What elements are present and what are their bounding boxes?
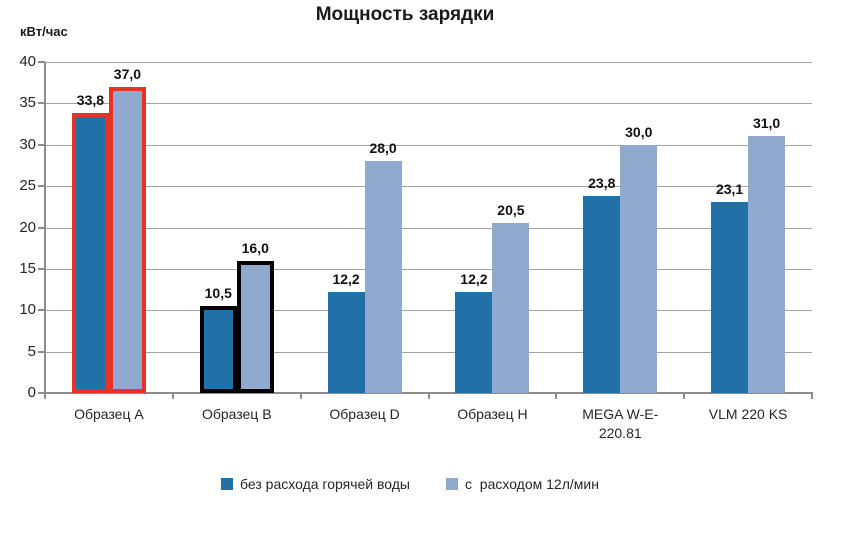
bar-series2-cat1	[236, 260, 274, 393]
y-axis-tick-label: 20	[19, 218, 36, 236]
y-axis-tick-label: 0	[27, 384, 36, 401]
gridline	[45, 186, 812, 188]
y-axis-tick-label: 40	[19, 53, 36, 70]
bar-value-label: 10,5	[204, 285, 232, 302]
y-axis-tick-label: 15	[19, 259, 36, 277]
x-axis-category-label: Образец H	[457, 406, 528, 422]
y-axis-tick-mark	[38, 350, 45, 353]
y-axis-tick-label: 30	[19, 135, 36, 153]
bar-value-label: 20,5	[497, 202, 525, 219]
bar-value-label: 33,8	[76, 92, 105, 109]
bar-series1-cat4	[583, 196, 621, 393]
y-axis-tick-label: 25	[19, 177, 36, 195]
y-axis-tick-mark	[38, 267, 45, 270]
gridline	[45, 144, 812, 146]
x-axis-category-label: Образец B	[201, 406, 272, 422]
x-axis-category-label: VLM 220 KS	[708, 406, 788, 422]
bar-series2-cat4	[620, 144, 658, 393]
x-axis-tick-mark	[811, 393, 813, 399]
y-axis-unit-label: кВт/час	[20, 24, 68, 39]
bar-value-label: 31,0	[752, 115, 781, 132]
bar-value-label: 23,1	[715, 180, 744, 197]
legend-swatch-icon	[221, 478, 234, 490]
bar-value-label: 23,8	[588, 175, 616, 192]
x-axis-tick-mark	[299, 393, 302, 399]
legend-label: без расхода горячей воды	[240, 476, 410, 492]
bar-value-label: 37,0	[113, 65, 142, 82]
bar-series1-cat0	[71, 113, 109, 393]
chart-title: Мощность зарядки	[315, 4, 495, 25]
bar-series1-cat2	[327, 292, 365, 393]
x-axis-tick-mark	[427, 393, 430, 399]
legend-item-1: без расхода горячей воды	[221, 476, 410, 492]
bar-series2-cat0	[108, 86, 146, 393]
y-axis-tick-label: 5	[27, 342, 36, 360]
bar-value-label: 12,2	[332, 271, 360, 288]
x-axis-tick-mark	[171, 393, 174, 399]
legend-swatch-icon	[446, 478, 458, 490]
bar-series1-cat1	[199, 306, 237, 393]
y-axis-tick-mark	[38, 309, 45, 312]
x-axis-category-label: MEGA W-E- 220.81	[582, 406, 659, 441]
bar-value-label: 28,0	[369, 140, 397, 157]
bar-series2-cat2	[364, 161, 402, 393]
legend-label: с расходом 12л/мин	[465, 476, 599, 492]
y-axis-line	[44, 62, 46, 399]
gridline	[45, 227, 812, 229]
bar-series2-cat3	[492, 223, 530, 393]
bar-value-label: 16,0	[241, 239, 269, 256]
bar-value-label: 30,0	[625, 123, 653, 140]
x-axis-tick-mark	[683, 393, 686, 399]
gridline	[45, 62, 812, 63]
y-axis-tick-mark	[38, 226, 45, 229]
bar-value-label: 12,2	[460, 271, 488, 288]
gridline	[45, 351, 812, 353]
bar-series1-cat5	[711, 201, 749, 393]
gridline	[45, 103, 812, 105]
x-axis-line	[38, 392, 813, 394]
y-axis-tick-mark	[38, 185, 45, 188]
x-axis-category-label: Образец A	[74, 406, 144, 422]
y-axis-tick-mark	[38, 61, 45, 63]
y-axis-tick-label: 35	[19, 94, 36, 112]
gridline	[45, 310, 812, 312]
gridline	[45, 268, 812, 270]
legend: без расхода горячей воды с расходом 12л/м…	[0, 476, 820, 492]
x-axis-category-label: Образец D	[329, 406, 400, 422]
legend-item-2: с расходом 12л/мин	[446, 476, 599, 492]
bar-series2-cat5	[748, 136, 786, 393]
y-axis-tick-mark	[38, 143, 45, 146]
y-axis-tick-label: 10	[19, 301, 36, 319]
y-axis-tick-mark	[38, 102, 45, 105]
bar-series1-cat3	[455, 292, 493, 393]
x-axis-tick-mark	[555, 393, 558, 399]
